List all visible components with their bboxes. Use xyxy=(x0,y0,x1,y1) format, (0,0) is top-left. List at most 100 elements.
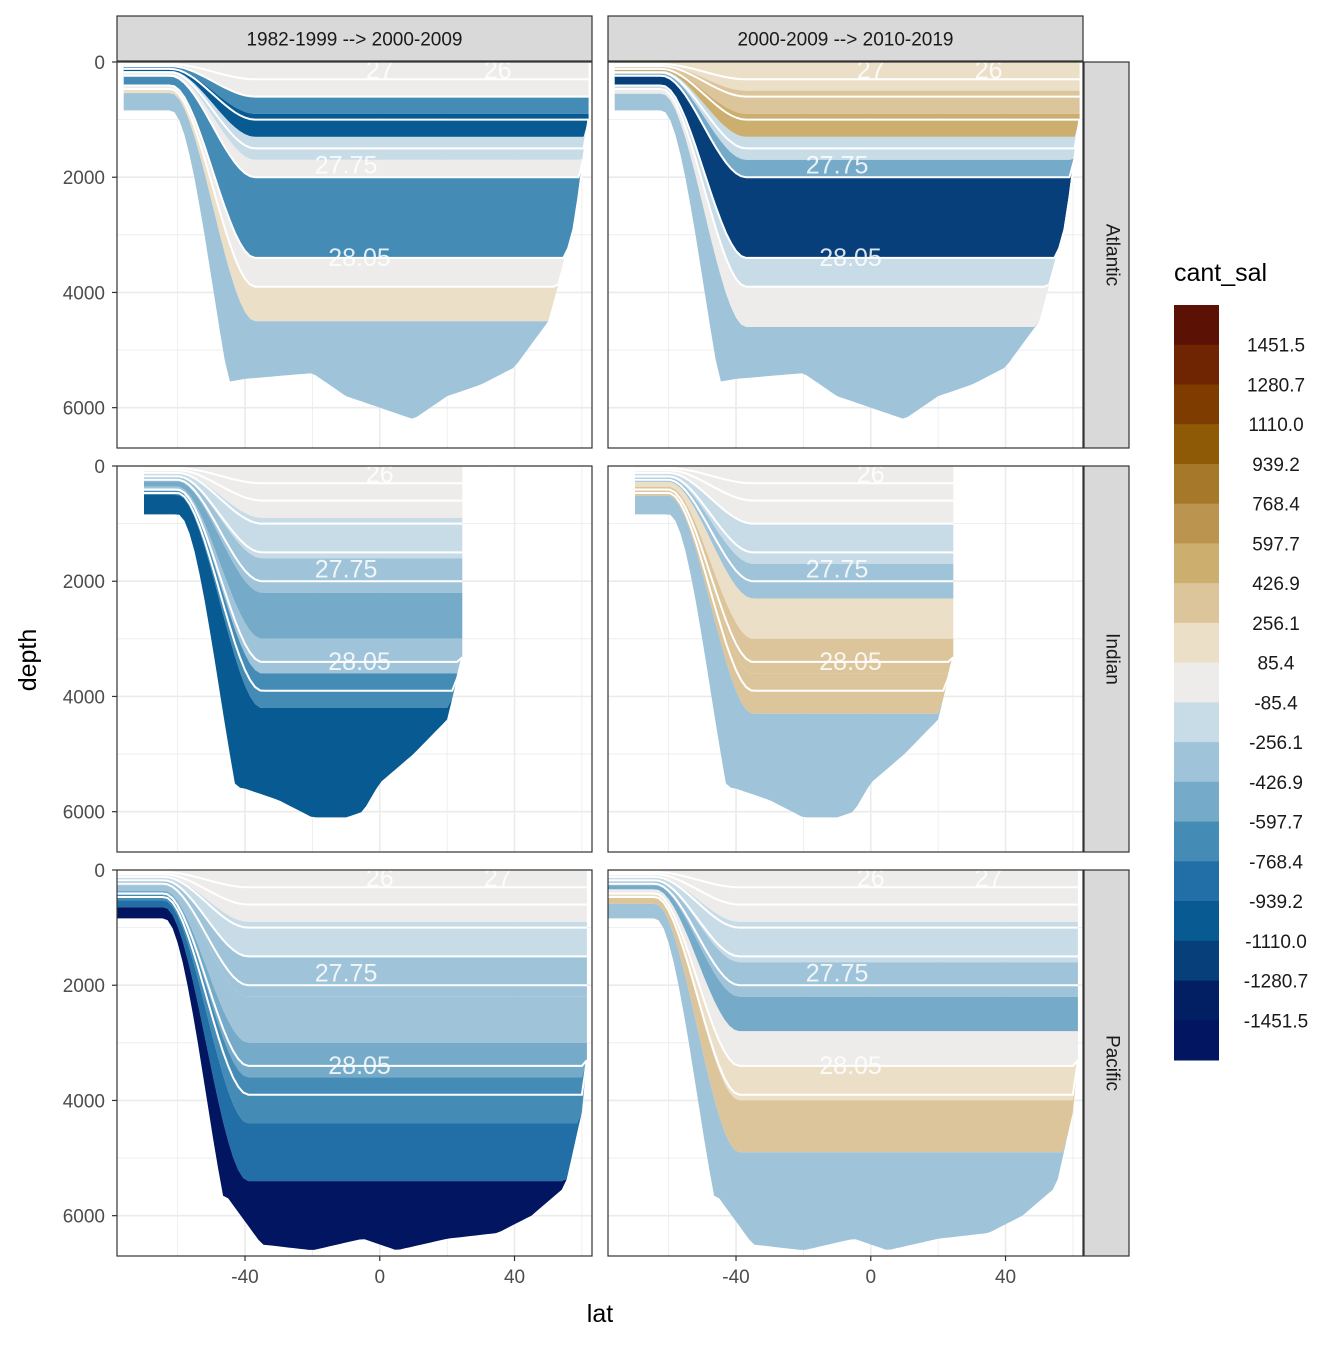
x-tick-label: 0 xyxy=(374,1267,385,1288)
contour-label: 26 xyxy=(366,461,394,489)
field-band xyxy=(123,93,589,419)
contour-line xyxy=(144,467,463,485)
contour-line xyxy=(608,896,1079,1096)
contour-line xyxy=(608,873,1078,906)
legend-swatch xyxy=(1174,344,1219,385)
contour-line xyxy=(123,84,590,259)
contour-label: 28.05 xyxy=(328,244,391,272)
field-band xyxy=(117,876,587,957)
legend-swatch xyxy=(1174,940,1219,982)
contour-line xyxy=(614,71,1081,150)
contour-line xyxy=(117,873,587,906)
contour-label: 28.05 xyxy=(328,1052,391,1080)
legend-label: -426.9 xyxy=(1249,773,1303,794)
contour-line xyxy=(144,478,463,583)
y-tick-label: 2000 xyxy=(63,168,105,189)
y-tick-label: 4000 xyxy=(63,687,105,708)
legend-swatch xyxy=(1174,861,1219,902)
contour-label: 27 xyxy=(366,57,394,85)
y-tick-label: 2000 xyxy=(63,976,105,997)
contour-line xyxy=(117,871,587,889)
field-band xyxy=(635,481,954,639)
panel-border xyxy=(116,465,593,853)
field-band xyxy=(117,894,587,1124)
contour-line xyxy=(123,74,590,179)
field-band xyxy=(123,75,589,258)
y-tick-label: 6000 xyxy=(63,399,105,420)
contour-label: 27.75 xyxy=(315,152,378,180)
field-band xyxy=(635,466,954,524)
y-tick-label: 6000 xyxy=(63,1207,105,1228)
contour-line xyxy=(635,488,954,663)
contour-line xyxy=(635,475,954,554)
field-layer: 26 27 27.75 28.05 xyxy=(117,865,588,1250)
contour-line xyxy=(123,63,589,81)
field-band xyxy=(144,472,463,559)
contour-label: 28.05 xyxy=(819,1052,882,1080)
legend-label: -256.1 xyxy=(1249,733,1303,754)
legend-label: -1280.7 xyxy=(1244,972,1308,993)
y-axis-title: depth xyxy=(14,629,42,692)
contour-label: 27.75 xyxy=(806,960,869,988)
legend-label: 85.4 xyxy=(1258,654,1295,675)
field-band xyxy=(144,486,463,674)
x-tick-label: -40 xyxy=(722,1267,749,1288)
contour-line xyxy=(117,875,587,929)
contour-line xyxy=(123,71,590,150)
panel-indian-2: 26 27 27.75 28.05 xyxy=(607,461,1084,853)
legend-label: 1110.0 xyxy=(1248,415,1303,436)
column-strip xyxy=(607,15,1084,62)
contour-label: 26 xyxy=(857,865,885,893)
contour-label: 26 xyxy=(857,461,885,489)
legend-swatch xyxy=(1174,305,1219,346)
contour-line xyxy=(608,892,1079,1067)
panel-border xyxy=(607,61,1084,449)
contour-line xyxy=(614,67,1080,121)
contour-line xyxy=(117,882,587,987)
panel-atlantic-1: 27 26 27.75 28.05 xyxy=(116,57,593,449)
field-band xyxy=(123,73,589,178)
row-strip-label: Indian xyxy=(1102,633,1123,685)
x-tick-label: 40 xyxy=(995,1267,1016,1288)
legend-label: 939.2 xyxy=(1252,455,1300,476)
field-band xyxy=(117,907,587,1250)
field-layer: 26 27 27.75 28.05 xyxy=(635,461,1003,818)
field-band xyxy=(144,477,463,593)
legend-swatch xyxy=(1174,1020,1219,1061)
contour-line xyxy=(123,65,589,98)
contour-line xyxy=(635,492,955,692)
legend-label: -1451.5 xyxy=(1244,1011,1308,1032)
field-layer: 27 26 27.75 28.05 xyxy=(123,57,590,419)
panels-layer: 27 26 27.75 28.05 27 26 27.75 28.05 26 27 27.75 28.… xyxy=(116,57,1084,1257)
panel-border xyxy=(607,869,1084,1257)
field-band xyxy=(144,481,463,639)
legend-swatch xyxy=(1174,583,1219,624)
contour-line xyxy=(614,88,1081,288)
legend-label: 1280.7 xyxy=(1247,375,1305,396)
contour-label: 27.75 xyxy=(315,556,378,584)
strips-layer: 1982-1999 --> 2000-2009 2000-2009 --> 201… xyxy=(116,15,1130,1257)
legend-label: 768.4 xyxy=(1252,495,1300,516)
contour-line xyxy=(635,467,954,485)
row-strip-label: Pacific xyxy=(1102,1035,1123,1091)
legend-label: -939.2 xyxy=(1249,892,1303,913)
contour-line xyxy=(635,471,954,525)
field-band xyxy=(608,897,1078,1153)
field-band xyxy=(635,495,954,818)
field-band xyxy=(608,889,1078,1066)
panel-atlantic-2: 27 26 27.75 28.05 xyxy=(607,61,1084,449)
field-band xyxy=(635,486,954,674)
y-tick-label: 0 xyxy=(94,861,105,882)
contour-label: 27 xyxy=(484,865,512,893)
field-band xyxy=(123,71,589,160)
y-tick-label: 6000 xyxy=(63,803,105,824)
legend-swatch xyxy=(1174,702,1219,743)
field-band xyxy=(608,885,1078,1032)
panel-pacific-2: 26 27 27.75 28.05 xyxy=(607,865,1084,1257)
legend-layer: 1451.5 1280.7 1110.0 939.2 768.4 597.7 426.9 25… xyxy=(1174,305,1308,1061)
field-band xyxy=(635,477,954,599)
contour-line xyxy=(117,896,588,1096)
contour-line xyxy=(117,892,588,1067)
